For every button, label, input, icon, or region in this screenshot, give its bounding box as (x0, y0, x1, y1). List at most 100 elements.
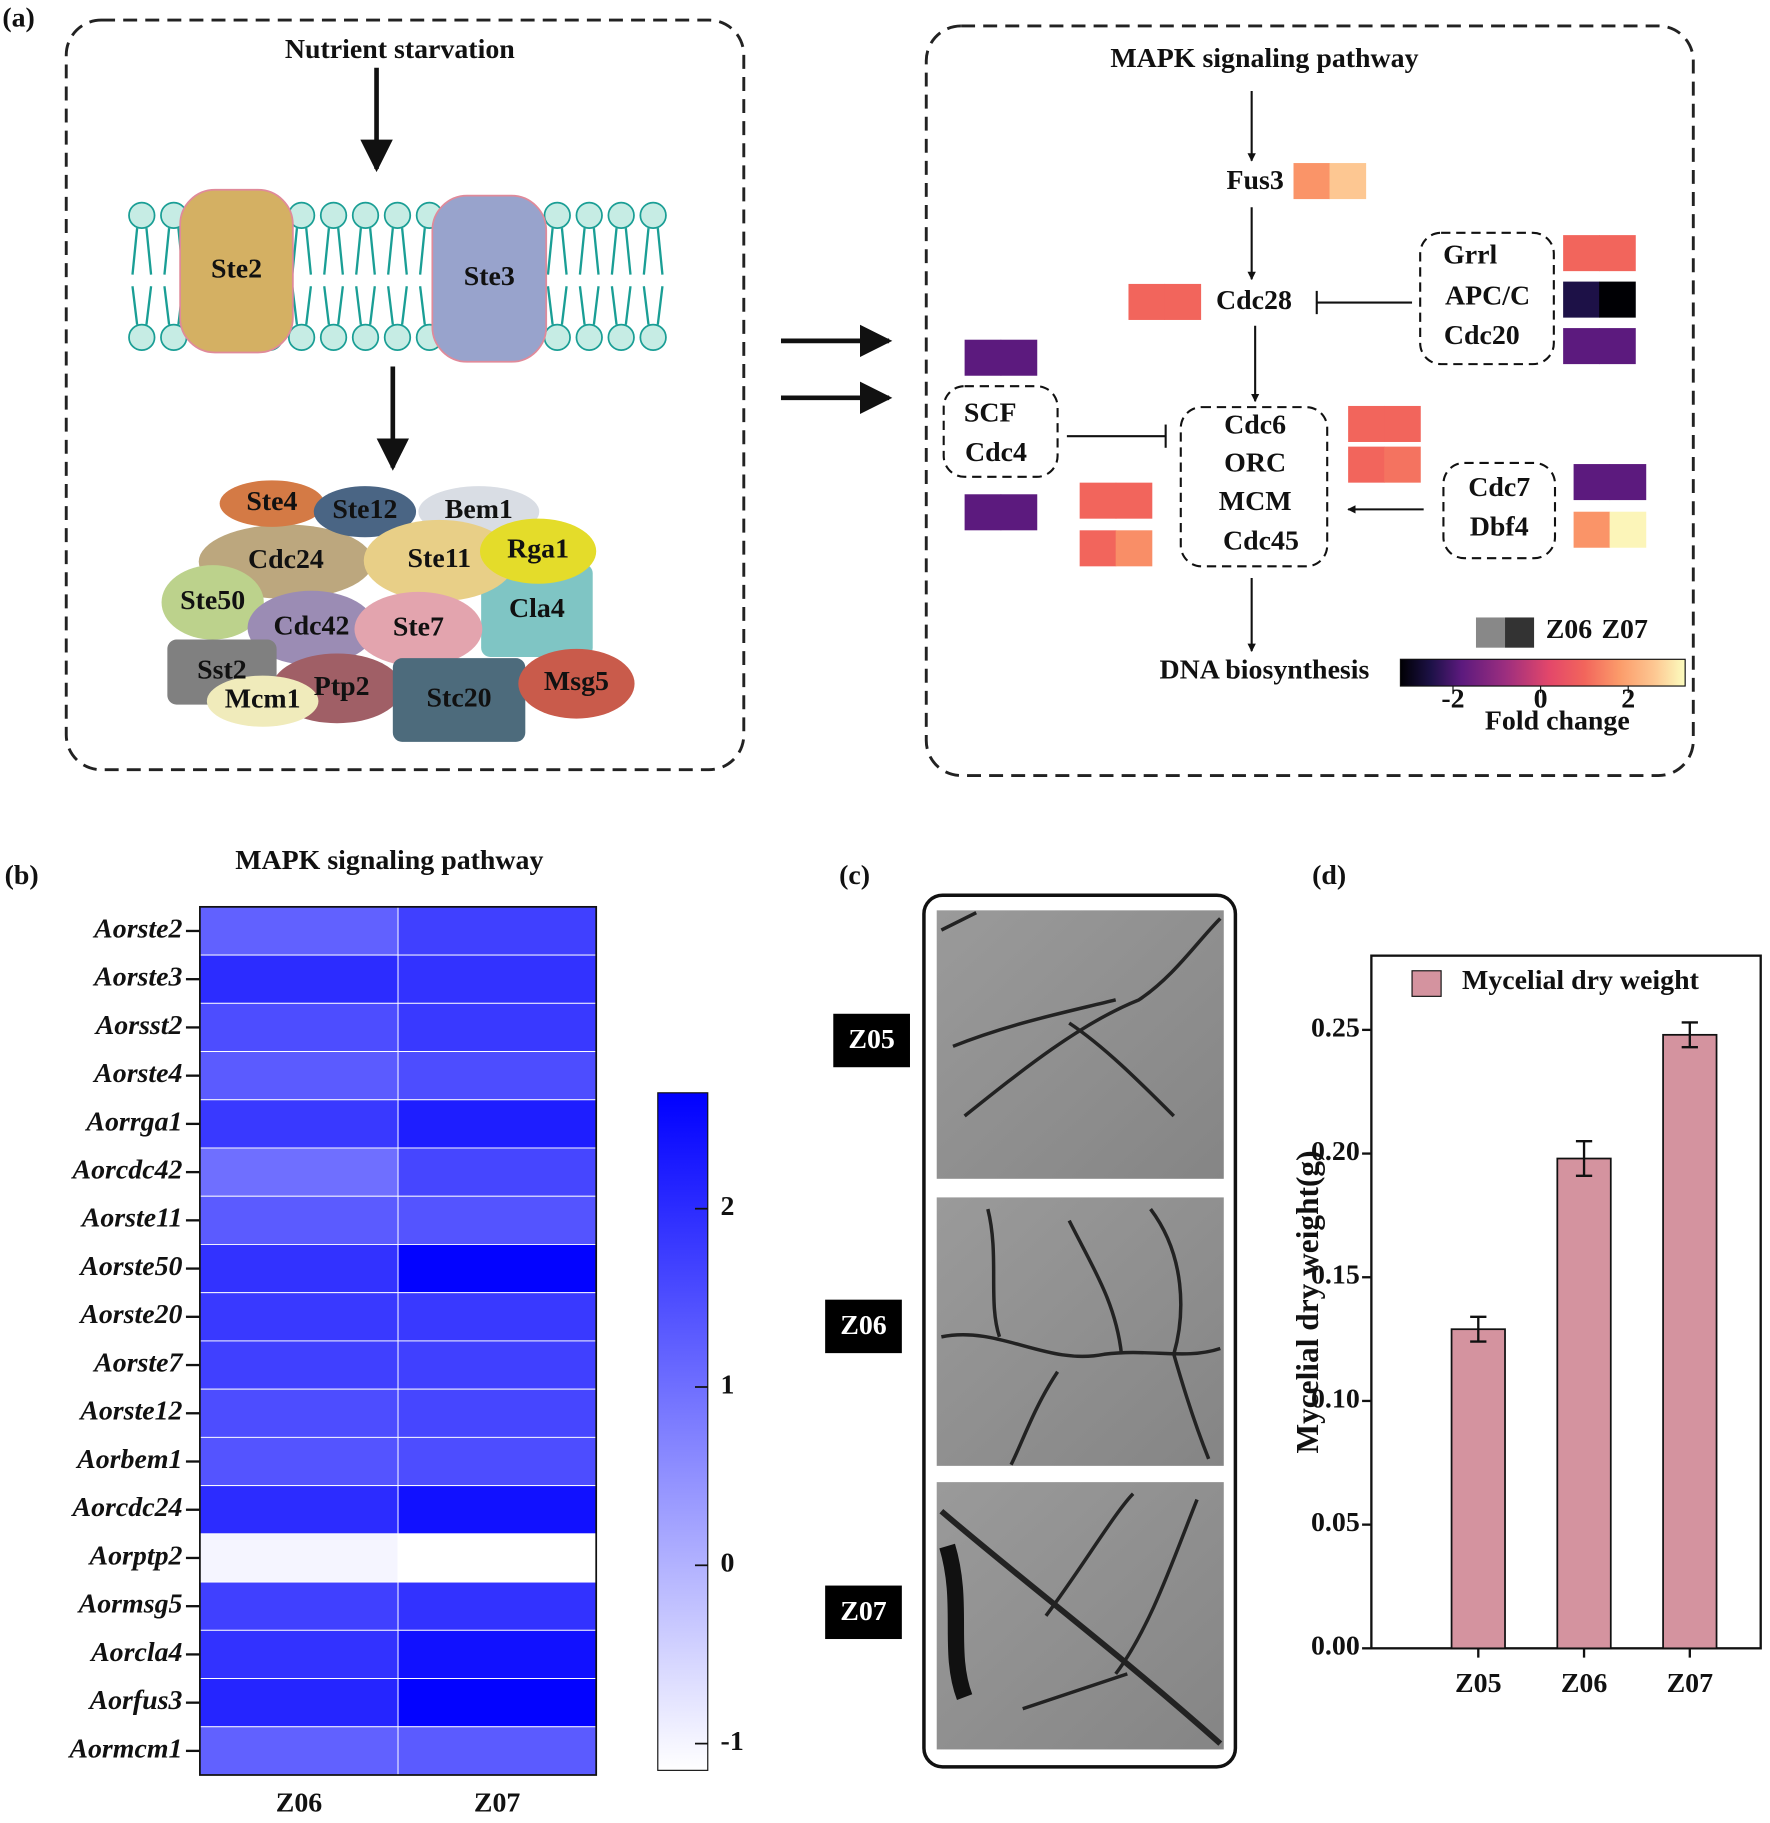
receptor-label: Ste2 (211, 254, 262, 285)
heatmap-frame (199, 905, 598, 1776)
legend-label: Mycelial dry weight (1462, 965, 1700, 996)
protein (392, 658, 526, 742)
heat-cell (199, 906, 399, 956)
protein (479, 518, 597, 584)
lipid-head (351, 323, 380, 352)
y-tick-label: 0.15 (1311, 1260, 1360, 1291)
heat-cell (397, 1388, 597, 1438)
lipid-head (351, 201, 380, 230)
heat-cell (199, 954, 399, 1004)
colorbar-tick-label: 0 (721, 1548, 735, 1579)
colorbar-tick-label: -1 (721, 1726, 744, 1757)
row-label: Aorbem1 (75, 1444, 182, 1475)
fold-tile (1000, 494, 1038, 531)
protein (161, 565, 264, 640)
lipid-head (575, 201, 603, 230)
fold-tile (964, 339, 1002, 376)
lipid-head (543, 323, 571, 352)
colorbar (657, 1092, 709, 1771)
pathway-title: MAPK signaling pathway (1110, 43, 1418, 74)
lipid-tail (323, 228, 344, 325)
protein-label: Cdc24 (248, 544, 324, 575)
fold-tile (1000, 339, 1038, 376)
gene-label: Grrl (1443, 240, 1497, 271)
column-label: Z07 (474, 1788, 521, 1819)
panel-label: (a) (2, 3, 35, 34)
row-label: Aormcm1 (67, 1733, 182, 1764)
heat-cell (199, 1002, 399, 1053)
fold-tile (1164, 283, 1202, 320)
lipid-head (383, 323, 412, 352)
lipid-tail (387, 228, 408, 325)
protein (219, 480, 325, 527)
lipid-head (128, 201, 156, 230)
colorbar-tick-label: 1 (721, 1369, 735, 1400)
fold-tile (1384, 405, 1421, 442)
lipid-head (543, 201, 571, 230)
fold-tile (1563, 235, 1600, 272)
gene-label: APC/C (1445, 280, 1530, 311)
heat-cell (397, 1002, 597, 1053)
fold-tile (1293, 163, 1331, 200)
heat-cell (199, 1581, 399, 1631)
fold-tile (1348, 446, 1385, 483)
gene-label: Dbf4 (1470, 512, 1529, 543)
lipid-tail (131, 228, 153, 325)
gene-label: Fus3 (1226, 165, 1283, 196)
colorbar (1399, 658, 1686, 687)
panel-a-left-frame (64, 18, 746, 772)
fold-tile (1348, 405, 1385, 442)
x-tick-label: Z06 (1561, 1668, 1608, 1699)
fold-tile (964, 494, 1002, 531)
heat-cell (199, 1678, 399, 1728)
heat-cell (199, 1726, 399, 1776)
legend-label: Z06 (1546, 614, 1593, 645)
pathway-lines (942, 91, 1557, 653)
error-bar (1681, 1021, 1698, 1049)
fold-tile (1079, 530, 1117, 567)
y-tick-label: 0.10 (1311, 1383, 1360, 1414)
heat-cell (199, 1533, 399, 1583)
lipid-tail (546, 228, 568, 325)
lipid-head (575, 323, 603, 352)
x-tick-label: Z05 (1455, 1668, 1501, 1699)
heat-cell (397, 1629, 597, 1680)
protein-label: Ste12 (332, 494, 397, 525)
heat-cell (397, 1292, 597, 1342)
heat-cell (199, 1292, 399, 1342)
row-label: Aorste4 (92, 1058, 182, 1089)
row-label: Aorcdc42 (71, 1155, 183, 1186)
gene-label: Cdc4 (965, 437, 1027, 468)
fold-tile (1384, 446, 1421, 483)
protein-label: Ste4 (246, 486, 297, 517)
fold-tile (1563, 328, 1600, 365)
micrograph-label: Z07 (840, 1596, 887, 1627)
heat-cell (199, 1629, 399, 1680)
fold-tile (1573, 464, 1611, 501)
micrograph-tag (833, 1013, 910, 1068)
y-tick-label: 0.00 (1311, 1631, 1360, 1662)
fold-tile (1599, 235, 1636, 272)
colorbar-tick-label: 2 (721, 1191, 735, 1222)
lipid-head (319, 201, 348, 230)
heat-cell (397, 1533, 597, 1583)
x-tick-label: Z07 (1667, 1668, 1714, 1699)
gene-label: Cdc28 (1216, 285, 1292, 316)
heat-cell (199, 1147, 399, 1197)
colorbar-tick-label: 2 (1621, 684, 1635, 715)
y-tick-label: 0.05 (1311, 1507, 1360, 1538)
row-label: Aorfus3 (88, 1685, 183, 1716)
fold-tile (1329, 163, 1367, 200)
bar (1450, 1328, 1506, 1650)
fold-tile (1609, 511, 1647, 548)
protein-label: Ste50 (180, 585, 245, 616)
error-bar (1470, 1315, 1487, 1343)
protein-label: Ptp2 (314, 671, 370, 702)
protein-label: Rga1 (507, 534, 569, 565)
lipid-head (287, 323, 316, 352)
lipid-tail (610, 228, 632, 325)
legend-swatch (1505, 617, 1535, 648)
lipid-head (319, 323, 348, 352)
colorbar-label: Fold change (1485, 706, 1630, 737)
